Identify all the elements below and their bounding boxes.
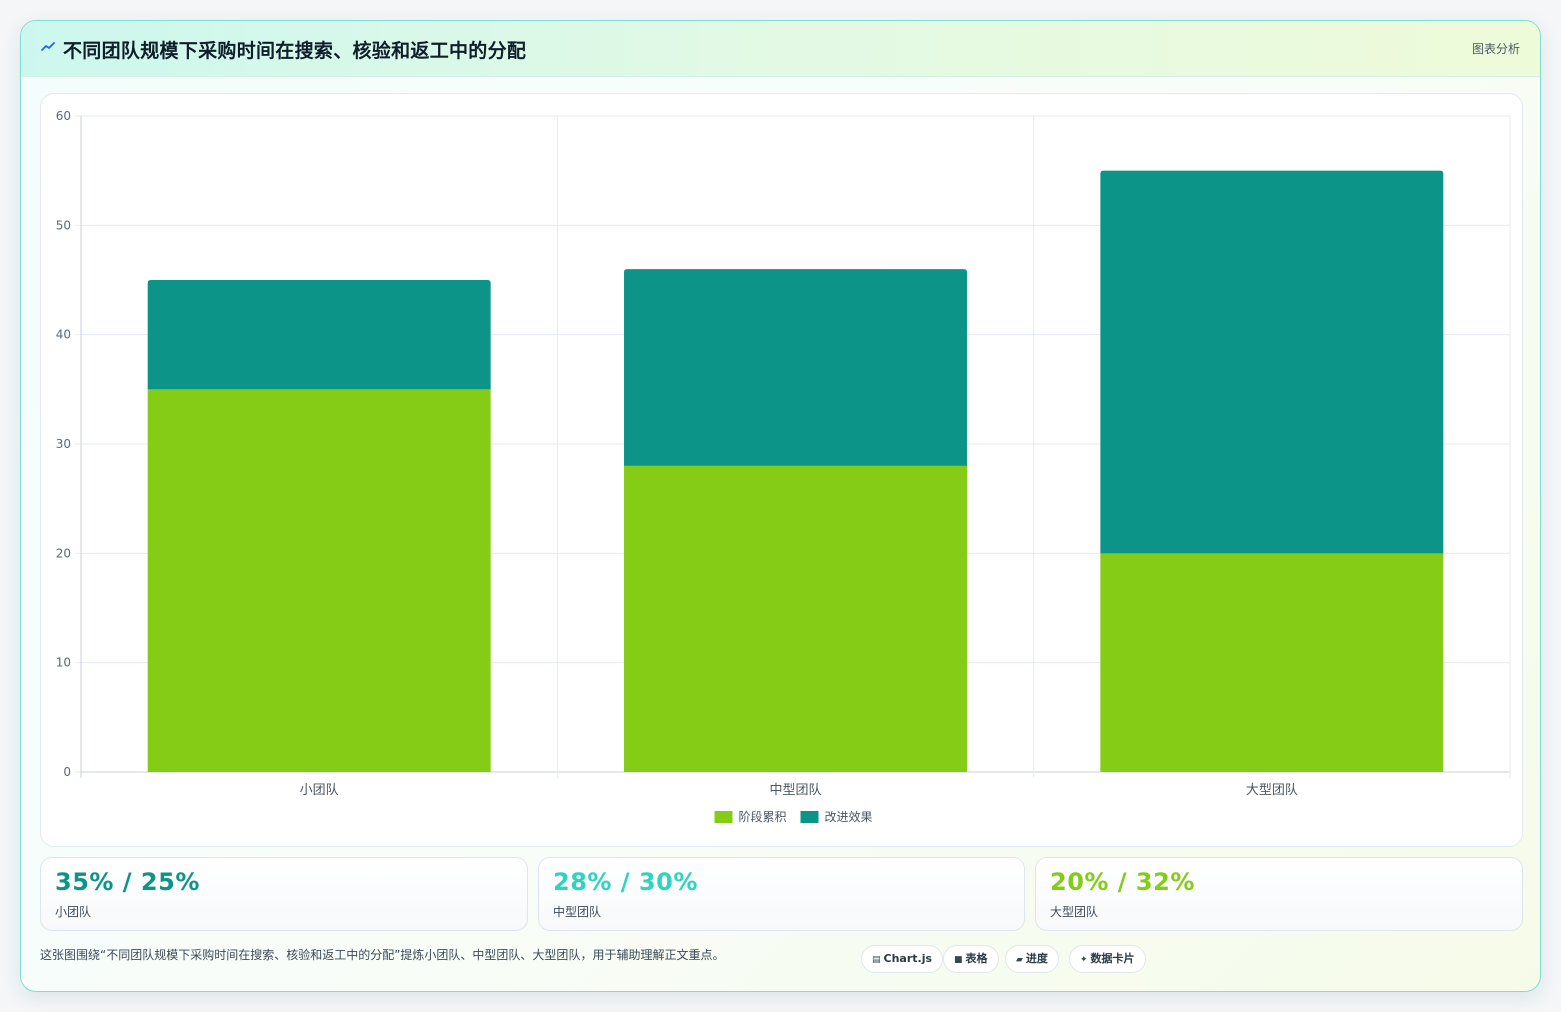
chart-panel: 0 10 20 30 40 50 60 小团队 中型团队 大型团队阶段累积 改进效果: [40, 93, 1523, 847]
chart-caption: 这张图围绕“不同团队规模下采购时间在搜索、核验和返工中的分配”提炼小团队、中型团…: [40, 948, 725, 962]
legend-swatch: [714, 811, 733, 823]
pill-chartjs[interactable]: ▤ Chart.js: [861, 945, 944, 973]
stat-value: 20% / 32%: [1050, 868, 1195, 896]
chart-card: 不同团队规模下采购时间在搜索、核验和返工中的分配 图表分析 0 10 20 30 40 5…: [20, 20, 1541, 992]
sparkle-icon: ✦: [1080, 955, 1088, 965]
table-icon: ■: [954, 955, 963, 965]
bar-segment: [1100, 170, 1444, 554]
stat-label: 大型团队: [1050, 905, 1099, 919]
y-tick-label: 10: [56, 656, 71, 670]
progress-icon: ▰: [1016, 955, 1023, 965]
y-tick-label: 50: [56, 218, 71, 232]
y-tick-label: 60: [56, 109, 71, 123]
stat-label: 中型团队: [553, 905, 602, 919]
pill-data-card[interactable]: ✦ 数据卡片: [1069, 945, 1146, 973]
y-tick-label: 20: [56, 546, 71, 560]
y-tick-label: 0: [63, 765, 71, 779]
x-tick-label: 中型团队: [769, 783, 821, 798]
page-title: 不同团队规模下采购时间在搜索、核验和返工中的分配: [63, 40, 527, 62]
pill-label: 数据卡片: [1090, 952, 1135, 965]
pill-table[interactable]: ■ 表格: [943, 945, 999, 973]
stat-card-small-team: 35% / 25% 小团队: [40, 857, 528, 931]
x-tick-label: 大型团队: [1246, 783, 1298, 798]
pill-label: 表格: [965, 952, 988, 965]
legend-label: 改进效果: [825, 809, 873, 824]
trend-icon: [41, 42, 55, 51]
stat-card-medium-team: 28% / 30% 中型团队: [538, 857, 1025, 931]
chart-icon: ▤: [872, 955, 881, 965]
legend-label: 阶段累积: [739, 809, 787, 824]
stat-label: 小团队: [55, 905, 92, 919]
x-tick-label: 小团队: [300, 783, 339, 798]
bar-segment: [1100, 553, 1444, 772]
chart-analysis-tag: 图表分析: [1471, 42, 1520, 56]
bar-segment: [624, 465, 967, 772]
bar-segment: [147, 280, 491, 390]
pill-label: 进度: [1025, 952, 1048, 965]
stat-card-large-team: 20% / 32% 大型团队: [1035, 857, 1523, 931]
card-header: 不同团队规模下采购时间在搜索、核验和返工中的分配 图表分析: [21, 21, 1540, 77]
stat-value: 28% / 30%: [553, 868, 698, 896]
legend-swatch: [800, 811, 819, 823]
y-tick-label: 30: [56, 437, 71, 451]
pill-label: Chart.js: [883, 952, 933, 965]
pill-progress[interactable]: ▰ 进度: [1005, 945, 1059, 973]
y-tick-label: 40: [56, 328, 71, 342]
bar-segment: [624, 269, 967, 466]
bar-segment: [147, 389, 491, 772]
stat-value: 35% / 25%: [55, 868, 200, 896]
